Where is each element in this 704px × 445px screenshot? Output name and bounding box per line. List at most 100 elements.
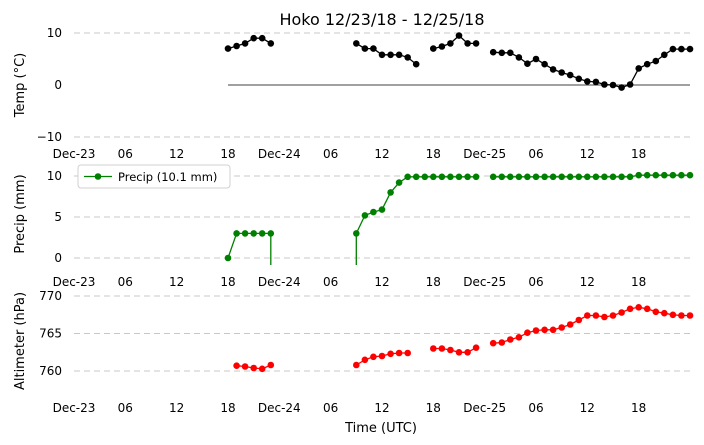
- x-tick-label: 06: [323, 401, 338, 415]
- data-point: [678, 171, 685, 179]
- y-tick-label: 0: [54, 78, 62, 92]
- data-point: [378, 206, 386, 213]
- data-point: [524, 329, 531, 337]
- data-point: [241, 40, 249, 47]
- data-point: [669, 45, 677, 53]
- data-point: [609, 312, 617, 319]
- x-tick-label: 18: [426, 275, 441, 289]
- x-tick-label: 18: [631, 401, 646, 415]
- data-point: [378, 352, 386, 360]
- legend-marker: [94, 173, 102, 180]
- data-point: [507, 336, 514, 343]
- data-point: [626, 81, 634, 88]
- x-tick-label: Dec-23: [53, 401, 96, 415]
- data-point: [592, 173, 600, 181]
- data-point: [464, 349, 471, 356]
- data-point: [353, 230, 360, 237]
- legend-label: Precip (10.1 mm): [118, 170, 217, 184]
- data-point: [447, 40, 454, 47]
- x-tick-label: 06: [528, 401, 543, 415]
- y-tick-label: 0: [54, 251, 62, 265]
- data-point: [267, 230, 275, 237]
- x-tick-label: Dec-24: [258, 275, 301, 289]
- panel-1: 10 0 −10 Temp (°C) Dec-23 06 12 18 Dec-24 06 12 18 D…: [13, 26, 694, 161]
- x-tick-label: 12: [374, 275, 389, 289]
- x-tick-label: Dec-25: [463, 401, 506, 415]
- data-point: [678, 45, 685, 53]
- data-point: [447, 173, 454, 181]
- data-point: [404, 349, 412, 357]
- x-tick-label: 18: [220, 147, 235, 161]
- data-point: [489, 48, 497, 56]
- series-line: [355, 176, 477, 234]
- x-tick-label: 06: [528, 275, 543, 289]
- data-point: [532, 173, 540, 181]
- data-point: [661, 51, 668, 59]
- panel-3: 770 765 760 Altimeter (hPa) Dec-23 06 12 18 Dec-…: [13, 289, 694, 415]
- data-point: [250, 364, 257, 372]
- data-point: [472, 344, 480, 352]
- y-tick-label: 10: [47, 26, 62, 40]
- data-point: [361, 356, 369, 364]
- data-point: [361, 212, 369, 219]
- data-point: [430, 173, 437, 181]
- data-point: [618, 309, 625, 316]
- data-point: [541, 173, 548, 181]
- chart-title: Hoko 12/23/18 - 12/25/18: [279, 10, 484, 29]
- data-point: [592, 78, 600, 86]
- data-point: [661, 171, 668, 179]
- data-point: [532, 55, 540, 63]
- data-point: [669, 171, 677, 179]
- data-point: [507, 173, 514, 181]
- data-point: [258, 230, 266, 237]
- x-tick-label: 12: [374, 147, 389, 161]
- data-point: [387, 189, 394, 196]
- data-point: [661, 309, 668, 317]
- y-tick-label: 10: [47, 169, 62, 183]
- data-point: [233, 42, 240, 50]
- legend: Precip (10.1 mm): [77, 164, 231, 189]
- y-axis-label: Altimeter (hPa): [13, 292, 28, 390]
- data-point: [250, 34, 257, 42]
- data-point: [601, 81, 608, 88]
- data-point: [370, 353, 377, 361]
- data-point: [395, 51, 403, 59]
- x-tick-label: 12: [374, 401, 389, 415]
- data-point: [609, 173, 617, 181]
- data-point: [430, 45, 437, 52]
- data-point: [515, 173, 523, 181]
- data-point: [498, 173, 506, 181]
- data-point: [558, 69, 565, 76]
- x-tick-label: 12: [169, 147, 184, 161]
- data-point: [421, 173, 429, 181]
- data-point: [549, 66, 557, 73]
- x-tick-label: 06: [118, 147, 133, 161]
- data-point: [353, 361, 360, 369]
- data-point: [387, 350, 394, 358]
- data-point: [378, 51, 386, 59]
- x-tick-label: 06: [118, 275, 133, 289]
- series-line: [493, 48, 690, 89]
- data-point: [498, 49, 506, 57]
- data-point: [626, 305, 634, 313]
- x-tick-label: Dec-24: [258, 147, 301, 161]
- y-axis-label: Temp (°C): [13, 53, 28, 119]
- data-point: [387, 51, 394, 59]
- data-point: [686, 312, 694, 319]
- data-point: [241, 363, 249, 370]
- data-point: [250, 230, 257, 237]
- data-point: [549, 173, 557, 181]
- series-line: [493, 306, 690, 344]
- data-point: [584, 78, 591, 85]
- x-tick-label: 12: [169, 401, 184, 415]
- data-point: [558, 173, 565, 181]
- y-tick-label: 5: [54, 210, 62, 224]
- data-point: [455, 173, 463, 181]
- data-point: [224, 254, 232, 262]
- data-point: [447, 346, 454, 354]
- x-axis-label: Time (UTC): [344, 421, 417, 436]
- data-point: [566, 71, 574, 79]
- x-tick-label: Dec-23: [53, 275, 96, 289]
- data-point: [370, 45, 377, 52]
